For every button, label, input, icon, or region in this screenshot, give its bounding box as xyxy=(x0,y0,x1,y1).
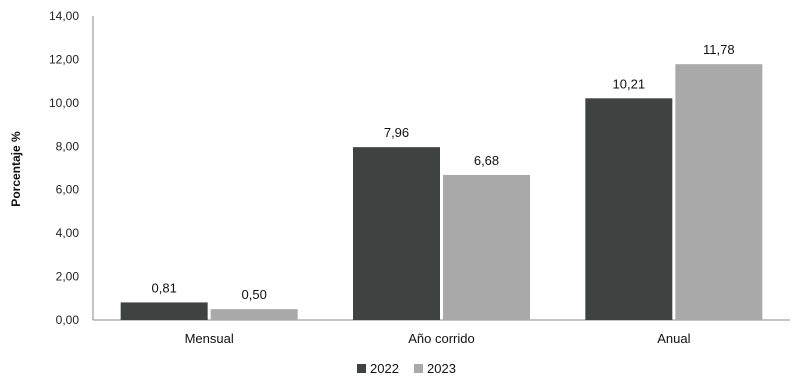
legend-label-2022: 2022 xyxy=(370,361,399,376)
y-tick-labels: 0,00 2,00 4,00 6,00 8,00 10,00 12,00 14,00 xyxy=(49,9,79,327)
data-labels: 0,81 0,50 7,96 6,68 10,21 11,78 xyxy=(152,42,735,302)
y-tick-label: 0,00 xyxy=(56,313,80,327)
data-label: 6,68 xyxy=(474,153,499,168)
bar-2023 xyxy=(210,309,298,320)
legend: 2022 2023 xyxy=(357,361,456,376)
bar-2022 xyxy=(353,147,440,320)
bar-2022 xyxy=(585,98,673,320)
data-label: 11,78 xyxy=(703,42,735,57)
category-label: Año corrido xyxy=(408,331,474,346)
y-axis-label: Porcentaje % xyxy=(9,131,23,207)
category-label: Mensual xyxy=(185,331,234,346)
data-label: 0,50 xyxy=(242,287,267,302)
y-tick-label: 14,00 xyxy=(49,9,79,23)
legend-label-2023: 2023 xyxy=(427,361,456,376)
category-labels: Mensual Año corrido Anual xyxy=(185,331,691,346)
legend-swatch-2022 xyxy=(357,364,366,373)
y-tick-label: 6,00 xyxy=(56,183,80,197)
y-tick-label: 4,00 xyxy=(56,226,80,240)
y-tick-label: 10,00 xyxy=(49,96,79,110)
y-tick-label: 12,00 xyxy=(49,52,79,66)
y-tick-label: 8,00 xyxy=(56,139,80,153)
bar-2023 xyxy=(675,64,763,320)
legend-swatch-2023 xyxy=(414,364,423,373)
data-label: 0,81 xyxy=(152,280,177,295)
bars xyxy=(120,64,763,320)
y-tick-label: 2,00 xyxy=(56,270,80,284)
category-label: Anual xyxy=(657,331,690,346)
data-label: 7,96 xyxy=(384,125,409,140)
bar-2023 xyxy=(443,174,530,320)
bar-2022 xyxy=(120,302,208,320)
data-label: 10,21 xyxy=(613,76,646,91)
